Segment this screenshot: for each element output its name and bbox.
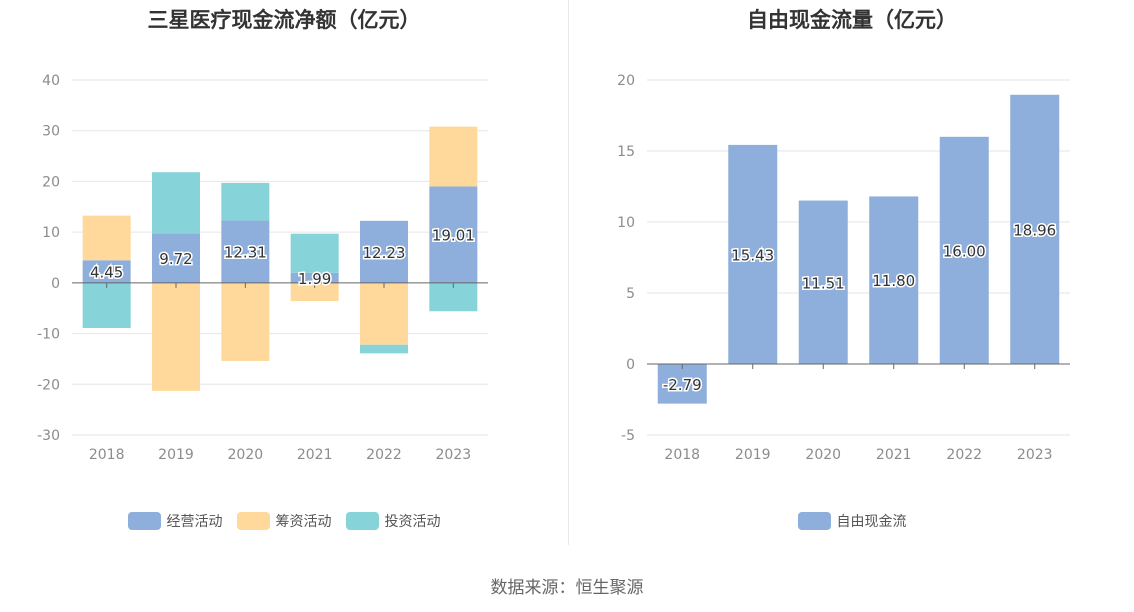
x-tick-label: 2022 bbox=[366, 447, 402, 463]
bar bbox=[290, 233, 339, 273]
free-cashflow-chart: 20 15 10 5 0 -5 2018 2019 2020 2021 2022 2023 -2.79 1… bbox=[617, 73, 1070, 463]
data-label: 4.45 bbox=[90, 264, 123, 282]
legend-swatch bbox=[127, 512, 161, 530]
y-tick-label: -20 bbox=[37, 377, 60, 393]
legend-item[interactable]: 筹资活动 bbox=[236, 511, 332, 531]
bar bbox=[290, 282, 339, 302]
data-label: 11.51 bbox=[802, 274, 845, 292]
x-tick-label: 2023 bbox=[436, 447, 472, 463]
x-tick-label: 2019 bbox=[158, 447, 194, 463]
y-tick-label: -30 bbox=[37, 428, 60, 444]
legend-item[interactable]: 自由现金流 bbox=[797, 511, 907, 531]
chart-title: 三星医疗现金流净额（亿元） bbox=[147, 8, 421, 32]
bar bbox=[221, 182, 270, 221]
x-tick-label: 2018 bbox=[89, 447, 125, 463]
cashflow-chart: 40 30 20 10 0 -10 -20 -30 2018 2019 2020 2021 2022 20… bbox=[37, 73, 488, 463]
legend-swatch bbox=[236, 512, 270, 530]
x-tick-label: 2023 bbox=[1017, 447, 1053, 463]
y-tick-label: 10 bbox=[42, 225, 60, 241]
bar bbox=[290, 272, 339, 283]
y-tick-label: 40 bbox=[42, 73, 60, 89]
x-tick-label: 2019 bbox=[735, 447, 771, 463]
bar bbox=[657, 364, 707, 404]
x-tick-label: 2022 bbox=[946, 447, 982, 463]
free-cashflow-chart-panel: 自由现金流量（亿元） 20 15 10 5 0 -5 2018 2019 2020 2021 202… bbox=[570, 0, 1134, 545]
bar bbox=[360, 282, 408, 345]
legend-item[interactable]: 经营活动 bbox=[127, 511, 223, 531]
y-tick-label: 0 bbox=[626, 357, 635, 373]
bar bbox=[221, 282, 270, 361]
cashflow-chart-panel: 三星医疗现金流净额（亿元） 40 30 20 10 0 -10 -20 -30 2018 2019… bbox=[0, 0, 568, 545]
data-label: 16.00 bbox=[943, 242, 986, 260]
y-tick-label: -5 bbox=[621, 428, 635, 444]
data-label: 12.23 bbox=[363, 244, 406, 262]
chart-legend: 经营活动 筹资活动 投资活动 bbox=[0, 511, 568, 531]
bar bbox=[1010, 94, 1060, 364]
bar bbox=[869, 196, 919, 364]
legend-swatch bbox=[797, 512, 831, 530]
x-tick-label: 2020 bbox=[805, 447, 841, 463]
legend-label: 自由现金流 bbox=[836, 514, 907, 530]
y-tick-label: 10 bbox=[617, 215, 635, 231]
x-tick-label: 2020 bbox=[228, 447, 264, 463]
y-tick-label: 30 bbox=[42, 124, 60, 140]
x-tick-label: 2018 bbox=[664, 447, 700, 463]
x-tick-label: 2021 bbox=[297, 447, 333, 463]
legend-item[interactable]: 投资活动 bbox=[345, 511, 441, 531]
legend-label: 筹资活动 bbox=[275, 514, 332, 530]
data-label: -2.79 bbox=[663, 376, 702, 394]
data-source-note: 数据来源：恒生聚源 bbox=[490, 578, 644, 598]
y-tick-label: 20 bbox=[617, 73, 635, 89]
y-tick-label: 20 bbox=[42, 174, 60, 190]
data-label: 18.96 bbox=[1013, 221, 1056, 239]
y-tick-label: 0 bbox=[51, 276, 60, 292]
bar bbox=[360, 220, 408, 283]
bar bbox=[152, 233, 200, 283]
data-label: 19.01 bbox=[432, 227, 475, 245]
data-label: 9.72 bbox=[159, 250, 192, 268]
data-label: 12.31 bbox=[224, 244, 267, 262]
chart-legend: 自由现金流 bbox=[570, 511, 1134, 531]
data-label: 11.80 bbox=[872, 272, 915, 290]
bar bbox=[939, 136, 989, 364]
bar bbox=[221, 220, 270, 283]
y-tick-label: 15 bbox=[617, 144, 635, 160]
data-label: 1.99 bbox=[298, 270, 331, 288]
bar bbox=[728, 144, 778, 364]
x-tick-label: 2021 bbox=[876, 447, 912, 463]
panel-divider bbox=[568, 0, 569, 545]
legend-swatch bbox=[345, 512, 379, 530]
chart-title: 自由现金流量（亿元） bbox=[747, 8, 957, 32]
legend-label: 经营活动 bbox=[166, 514, 223, 530]
bar bbox=[152, 282, 200, 391]
y-tick-label: -10 bbox=[37, 327, 60, 343]
bar bbox=[82, 282, 131, 328]
y-tick-label: 5 bbox=[626, 286, 635, 302]
bar bbox=[152, 172, 200, 234]
bar bbox=[798, 200, 848, 364]
bar bbox=[82, 260, 131, 283]
bar bbox=[429, 186, 478, 283]
data-label: 15.43 bbox=[731, 246, 774, 264]
bar bbox=[360, 344, 408, 354]
legend-label: 投资活动 bbox=[384, 514, 441, 530]
bar bbox=[429, 126, 478, 187]
bar bbox=[82, 215, 131, 261]
